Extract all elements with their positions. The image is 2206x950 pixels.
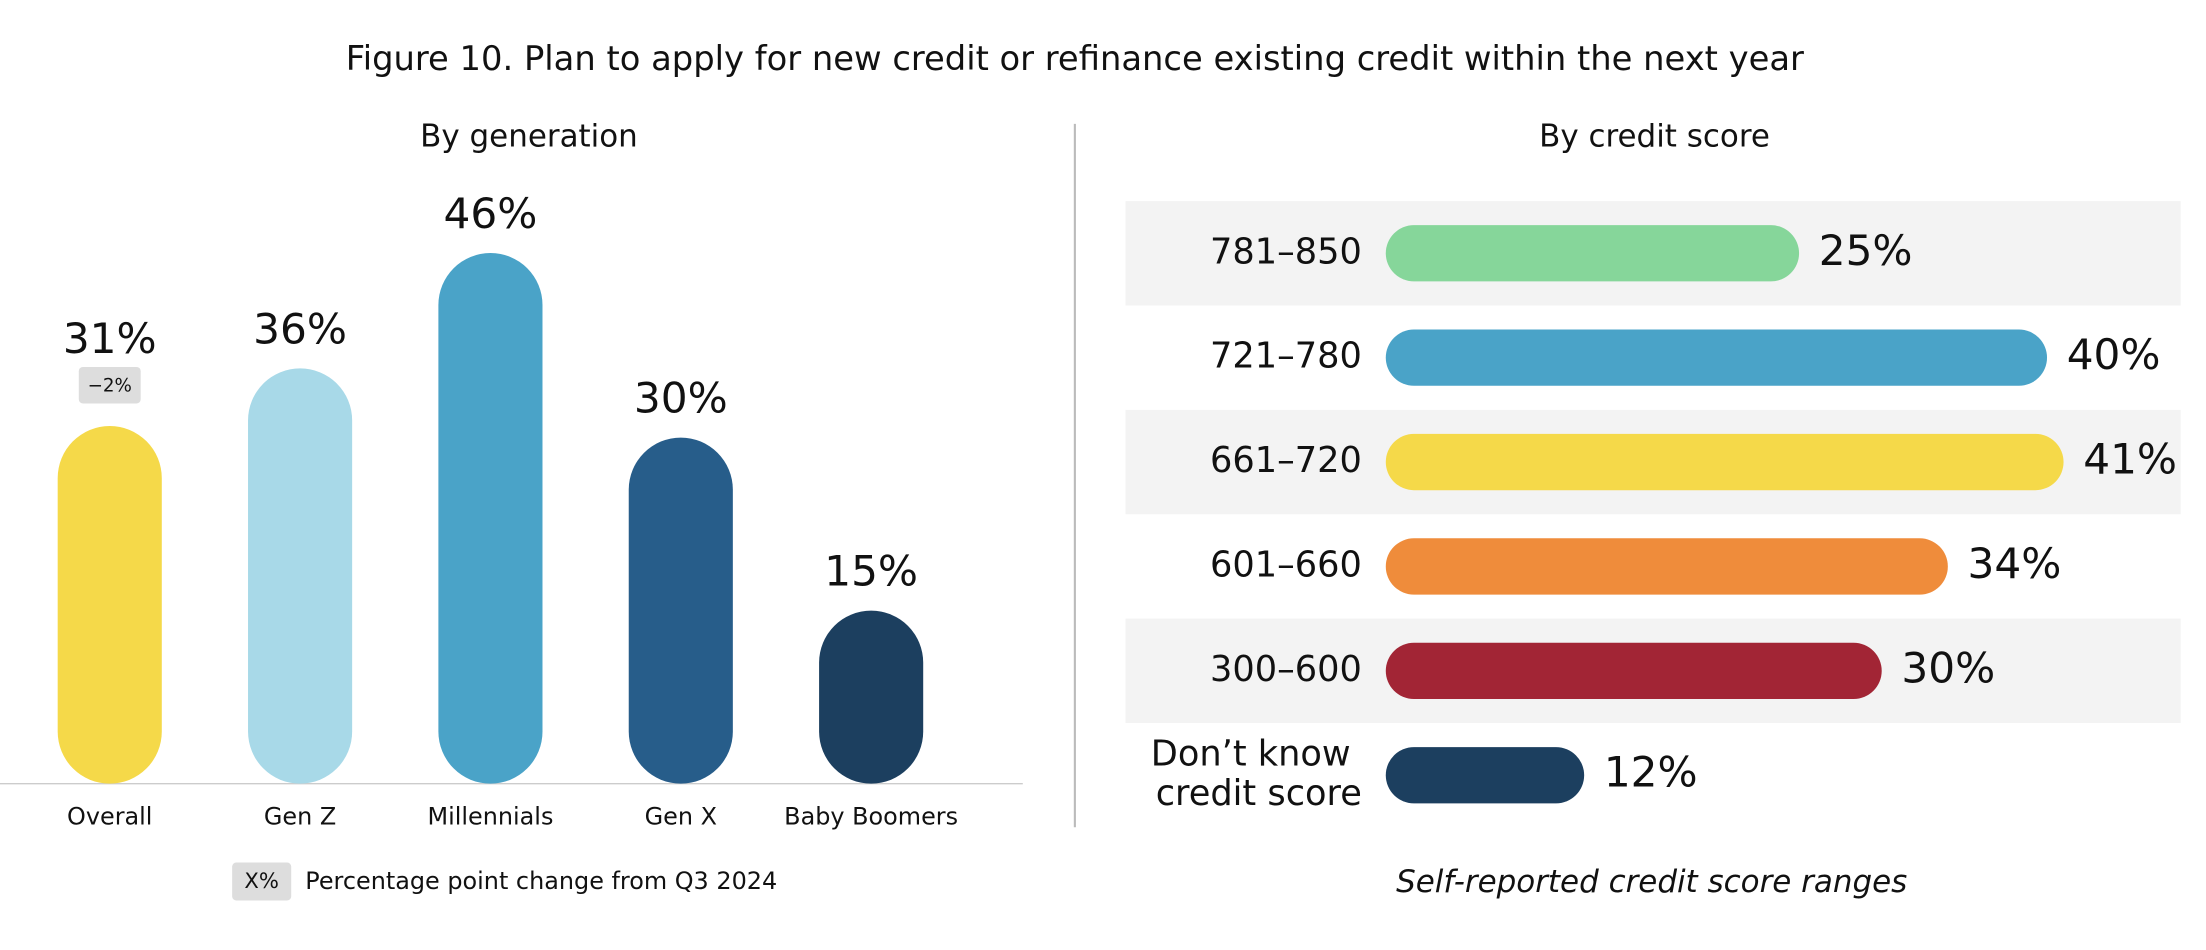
bar xyxy=(628,437,733,784)
bar xyxy=(438,252,543,784)
value-label: 12% xyxy=(1604,748,1698,797)
value-label: 31% xyxy=(63,314,157,363)
legend-text: Percentage point change from Q3 2024 xyxy=(305,867,777,895)
value-label: 36% xyxy=(253,304,347,353)
category-label: Millennials xyxy=(427,802,553,830)
category-label: Overall xyxy=(67,802,152,830)
bar xyxy=(1385,538,1948,595)
value-label: 15% xyxy=(824,547,918,596)
category-label: Gen X xyxy=(645,802,717,830)
category-label: 601–660 xyxy=(1210,544,1362,585)
change-badge xyxy=(78,366,141,404)
category-label: 661–720 xyxy=(1210,440,1362,481)
legend-key-label: X% xyxy=(244,868,279,893)
note: Self-reported credit score ranges xyxy=(1396,864,1907,900)
change-label: −2% xyxy=(88,376,132,397)
value-label: 30% xyxy=(1901,643,1995,692)
category-label: 300–600 xyxy=(1210,649,1362,690)
legend-key xyxy=(232,862,292,901)
value-label: 46% xyxy=(444,189,538,238)
bar xyxy=(1385,433,2064,491)
bar xyxy=(1385,642,1882,699)
figure-title: Figure 10. Plan to apply for new credit … xyxy=(346,39,1804,78)
value-label: 34% xyxy=(1968,539,2062,588)
bar xyxy=(57,426,162,784)
bar xyxy=(819,610,924,784)
value-label: 40% xyxy=(2067,330,2161,379)
subtitle: By credit score xyxy=(1539,118,1770,154)
bar xyxy=(1385,225,1800,282)
value-label: 41% xyxy=(2083,435,2177,484)
category-label: 721–780 xyxy=(1210,336,1362,377)
category-label: Baby Boomers xyxy=(784,802,958,830)
bar xyxy=(1385,747,1585,804)
category-label: Gen Z xyxy=(264,802,336,830)
value-label: 25% xyxy=(1819,226,1913,275)
subtitle: By generation xyxy=(420,118,638,154)
category-label: 781–850 xyxy=(1210,231,1362,272)
bar xyxy=(248,368,353,784)
bar xyxy=(1385,329,2048,386)
value-label: 30% xyxy=(634,373,728,422)
category-label: Don’t know credit score xyxy=(1151,734,1362,814)
